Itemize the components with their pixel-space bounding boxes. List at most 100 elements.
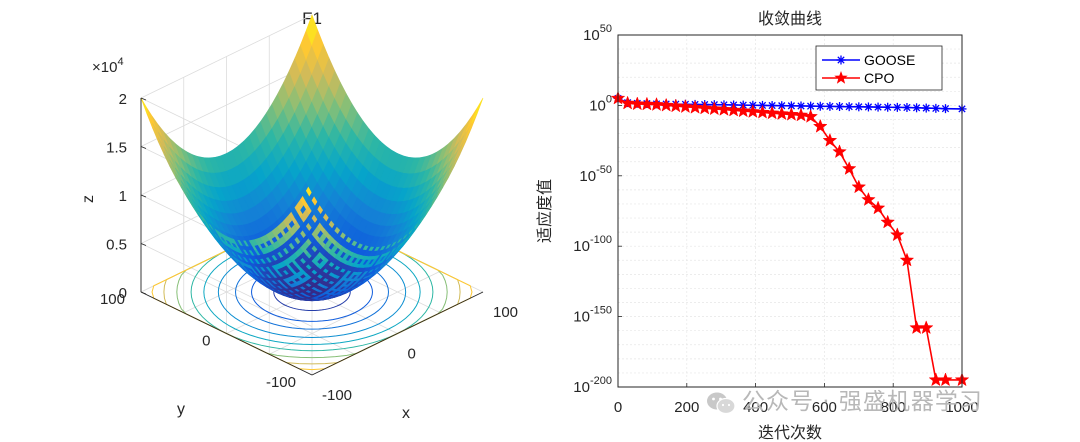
goose-marker xyxy=(873,102,883,112)
cpo-marker xyxy=(629,96,645,111)
x-tick-label: 0 xyxy=(614,399,622,416)
z-tick xyxy=(140,243,147,246)
x-tick-label: 200 xyxy=(674,399,699,416)
legend-label-cpo: CPO xyxy=(864,70,894,86)
goose-marker xyxy=(912,103,922,113)
x-tick-label: -100 xyxy=(322,387,352,404)
x-tick-label: 0 xyxy=(408,346,416,363)
goose-marker xyxy=(863,102,873,112)
y-tick-label: 10-100 xyxy=(573,234,612,255)
cpo-marker xyxy=(851,179,867,194)
cpo-marker xyxy=(812,118,828,133)
goose-marker xyxy=(921,103,931,113)
y-tick-label: -100 xyxy=(266,374,296,391)
cpo-marker xyxy=(774,106,790,121)
z-tick xyxy=(140,146,147,149)
goose-marker xyxy=(931,103,941,113)
axis-line xyxy=(311,291,484,376)
cpo-marker xyxy=(822,132,838,147)
cpo-marker xyxy=(764,105,780,120)
convergence-ylabel: 适应度值 xyxy=(535,179,554,243)
cpo-marker xyxy=(687,99,703,114)
z-exponent-label: ×104 xyxy=(92,56,124,76)
goose-marker xyxy=(835,102,845,112)
legend-marker-cpo xyxy=(834,71,848,84)
goose-marker xyxy=(854,102,864,112)
goose-marker xyxy=(844,102,854,112)
surface-patch xyxy=(471,97,484,124)
watermark: 公众号 · 强盛机器学习 xyxy=(706,382,983,416)
cpo-marker xyxy=(745,103,761,118)
cpo-marker xyxy=(938,372,953,387)
convergence-title: 收敛曲线 xyxy=(758,9,822,28)
y-tick-label: 100 xyxy=(100,291,125,308)
cpo-marker xyxy=(803,108,818,123)
cpo-marker xyxy=(639,96,655,111)
x-tick-label: 400 xyxy=(743,399,768,416)
plot-area xyxy=(618,35,962,387)
goose-marker xyxy=(796,101,806,111)
legend: GOOSE CPO xyxy=(815,45,943,91)
z-tick-label: 2 xyxy=(119,91,127,108)
goose-marker xyxy=(883,102,893,112)
convergence-xlabel: 迭代次数 xyxy=(758,423,822,442)
goose-marker xyxy=(892,102,902,112)
z-tick-label: 1 xyxy=(119,188,127,205)
cpo-marker xyxy=(726,102,741,117)
cpo-marker xyxy=(649,96,664,111)
cpo-marker xyxy=(735,103,751,118)
cpo-marker xyxy=(697,100,712,115)
goose-marker xyxy=(815,101,825,111)
goose-marker xyxy=(940,104,950,114)
cpo-marker xyxy=(899,252,915,267)
legend-box xyxy=(815,45,943,91)
convergence-plot: 收敛曲线 0 200 400 600 800 1000 1050 100 10-50 10-100… xyxy=(535,9,979,442)
goose-marker xyxy=(825,101,835,111)
cpo-marker xyxy=(668,98,684,113)
cpo-marker xyxy=(918,320,934,335)
y-tick-label: 10-150 xyxy=(573,305,612,326)
convergence-ticks: 0 200 400 600 800 1000 1050 100 10-50 10-100 10-15… xyxy=(573,23,978,416)
y-axis-label: y xyxy=(177,401,185,418)
z-axis-label: z xyxy=(80,195,97,203)
plot-frame xyxy=(617,34,963,388)
surface-mesh xyxy=(140,14,484,302)
z-tick xyxy=(140,291,147,295)
cpo-marker xyxy=(658,97,674,112)
goose-marker xyxy=(902,103,912,113)
watermark-text: 公众号 · 强盛机器学习 xyxy=(742,389,983,415)
x-axis-label: x xyxy=(402,405,410,422)
cpo-marker xyxy=(841,161,857,175)
wechat-icon xyxy=(707,392,736,414)
z-tick-label: 0.5 xyxy=(106,237,127,254)
cpo-marker xyxy=(870,200,886,215)
z-tick-label: 1.5 xyxy=(106,140,127,157)
z-tick-label: 0 xyxy=(119,285,127,302)
x-tick-label: 800 xyxy=(881,399,906,416)
x-tick-label: 1000 xyxy=(945,399,978,416)
axis-line xyxy=(140,291,313,376)
y-tick-label: 0 xyxy=(202,333,210,350)
x-tick-label: 600 xyxy=(812,399,837,416)
x-tick-label: 100 xyxy=(493,304,518,321)
cpo-marker xyxy=(784,106,799,121)
cpo-marker xyxy=(620,95,635,110)
y-tick-label: 1050 xyxy=(583,23,612,44)
cpo-marker xyxy=(707,101,722,116)
y-tick-label: 10-50 xyxy=(579,164,612,185)
cpo-marker xyxy=(755,104,770,119)
cpo-marker xyxy=(832,144,847,159)
z-tick xyxy=(140,97,147,101)
z-tick xyxy=(140,194,147,198)
legend-marker-goose xyxy=(836,55,846,65)
goose-marker xyxy=(806,101,816,111)
cpo-marker xyxy=(890,227,905,242)
cpo-marker xyxy=(861,191,876,206)
cpo-marker xyxy=(716,101,732,116)
cpo-marker xyxy=(880,214,896,229)
cpo-marker xyxy=(678,99,693,114)
y-tick-label: 100 xyxy=(589,93,612,114)
